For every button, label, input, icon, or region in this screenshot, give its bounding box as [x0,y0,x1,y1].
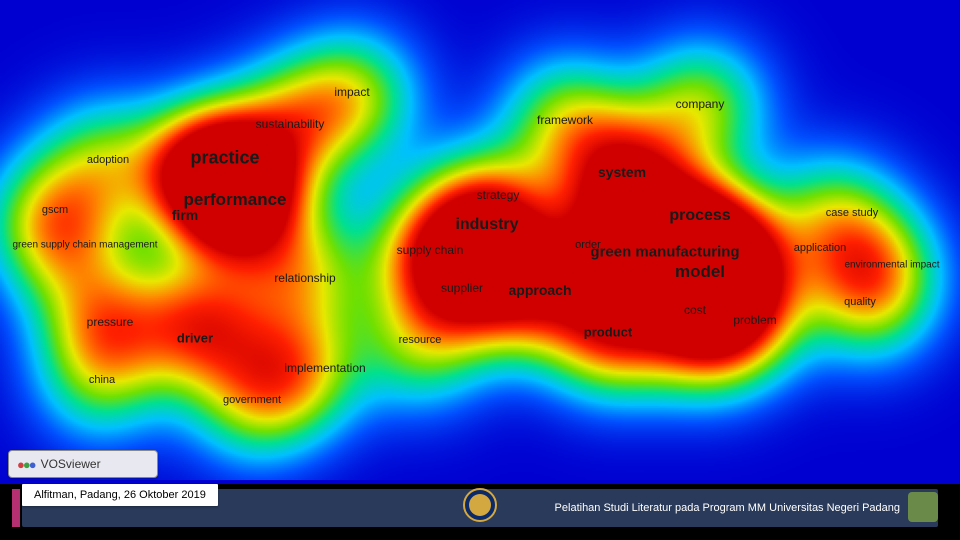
term-label: product [584,325,632,340]
term-label: practice [190,148,259,169]
footer-crest-icon [463,488,497,527]
term-label: company [676,97,725,111]
footer: Alfitman, Padang, 26 Oktober 2019 Pelati… [0,484,960,540]
vosviewer-label: VOSviewer [41,457,101,471]
term-label: supplier [441,281,483,295]
term-label: process [669,207,730,225]
term-label: driver [177,331,213,346]
term-label: problem [733,313,776,327]
footer-accent [12,489,20,527]
term-label: government [223,394,281,406]
term-label: system [598,164,646,180]
vosviewer-icon: ●●● [17,457,35,472]
term-label: sustainability [256,117,325,131]
term-label: relationship [274,271,335,285]
term-label: performance [184,190,287,210]
term-label: case study [826,207,879,219]
term-label: green manufacturing [590,244,739,261]
term-label: supply chain [397,243,464,257]
term-label: implementation [284,361,365,375]
term-label: firm [172,207,198,223]
term-label: framework [537,113,593,127]
term-label: china [89,374,115,386]
term-label: pressure [87,315,134,329]
term-label: model [675,262,725,282]
term-label: adoption [87,154,129,166]
term-label: environmental impact [844,260,939,271]
term-label: resource [399,334,442,346]
term-label: approach [508,282,571,298]
term-label: impact [334,85,369,99]
term-label: industry [455,216,518,234]
term-label: quality [844,296,876,308]
term-label: application [794,242,847,254]
footer-left-text: Alfitman, Padang, 26 Oktober 2019 [22,484,218,506]
term-label: green supply chain management [12,240,157,251]
term-label: gscm [42,204,68,216]
term-label: cost [684,303,706,317]
vosviewer-badge[interactable]: ●●● VOSviewer [8,450,158,478]
term-label: strategy [477,188,520,202]
footer-secondary-logo-icon [908,492,938,522]
footer-right-text: Pelatihan Studi Literatur pada Program M… [555,484,900,532]
